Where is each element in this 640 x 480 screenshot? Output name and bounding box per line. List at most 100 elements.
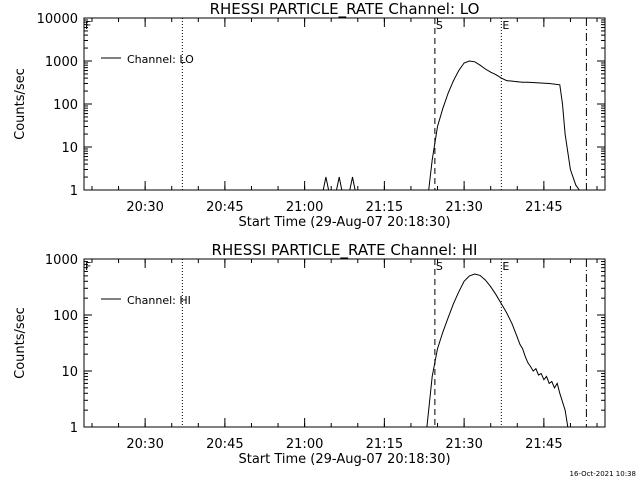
data-point [485,279,486,281]
marker-label: S [436,19,443,32]
data-point [559,392,561,394]
data-point [495,74,497,76]
data-point [469,275,470,277]
x-tick-label: 21:00 [286,437,323,452]
data-point [431,376,433,377]
data-point [538,82,539,84]
data-point [463,62,465,64]
data-point [453,80,454,81]
x-tick-label: 21:15 [366,437,403,452]
y-tick-label: 10000 [37,12,78,27]
data-point [522,81,523,83]
data-point [562,103,563,105]
footer-timestamp: 16-Oct-2021 10:38 [569,470,636,478]
data-point [458,70,460,71]
data-point [442,107,444,109]
marker-label: F [85,260,91,273]
data-point [519,343,521,345]
series-line [426,273,569,428]
data-point [469,60,470,62]
y-tick-label: 10 [61,141,78,156]
data-point [554,387,555,389]
data-point [535,368,537,370]
data-point [516,336,518,338]
x-tick-label: 21:45 [525,200,562,215]
data-point [564,409,566,411]
data-point [322,189,324,191]
data-point [474,273,476,275]
data-point [548,83,550,84]
data-point [437,126,438,127]
y-axis-label: Counts/sec [13,307,28,379]
data-point [474,61,476,63]
data-point [338,176,340,178]
y-tick-label: 1 [70,421,78,436]
y-tick-label: 1000 [45,55,78,70]
data-point [495,294,497,296]
data-point [352,176,353,178]
y-tick-label: 1000 [45,253,78,268]
data-point [564,133,566,135]
data-point [538,374,539,376]
data-point [500,303,502,304]
x-tick-label: 20:45 [206,437,243,452]
y-tick-label: 1 [70,184,78,199]
data-point [500,77,502,79]
data-point [546,376,547,377]
data-point [543,379,545,381]
data-point [522,348,523,350]
data-point [578,189,580,191]
y-axis-label: Counts/sec [13,68,28,140]
data-point [556,383,558,384]
x-axis-label: Start Time (29-Aug-07 20:18:30) [238,215,450,230]
data-point [479,64,481,66]
y-tick-label: 100 [53,98,78,113]
data-point [559,84,561,86]
data-point [532,370,534,372]
data-point [463,280,465,282]
data-point [447,317,449,318]
data-point [540,373,542,374]
data-point [511,323,513,325]
data-point [328,189,329,191]
data-point [551,381,553,382]
marker-label: F [85,19,91,32]
data-point [490,286,492,288]
data-point [527,362,529,364]
y-tick-label: 100 [53,309,78,324]
data-point [506,312,507,314]
data-point [506,80,507,81]
x-tick-label: 21:00 [286,200,323,215]
data-point [548,383,550,384]
data-point [458,291,460,293]
data-point [447,92,449,94]
data-point [530,366,531,367]
x-tick-label: 21:15 [366,200,403,215]
plot-frame [83,258,606,428]
marker-label: E [502,19,509,32]
y-tick-label: 10 [61,365,78,380]
marker-label: E [502,260,509,273]
series-line [322,60,580,191]
data-point [490,71,492,73]
chart-title: RHESSI PARTICLE_RATE Channel: HI [212,241,478,260]
data-point [570,169,571,170]
data-point [453,303,454,304]
data-point [341,189,343,191]
data-point [527,81,529,83]
x-tick-label: 21:30 [445,437,482,452]
data-point [485,68,486,70]
plot-frame [83,17,606,191]
data-point [524,356,526,358]
x-tick-label: 20:30 [126,200,163,215]
data-point [516,81,518,83]
legend-label: Channel: HI [127,294,191,307]
marker-label: S [436,260,443,273]
data-point [442,331,444,333]
x-axis-label: Start Time (29-Aug-07 20:18:30) [238,452,450,467]
x-tick-label: 20:30 [126,437,163,452]
data-point [511,80,513,82]
data-point [426,426,428,428]
data-point [479,275,481,276]
